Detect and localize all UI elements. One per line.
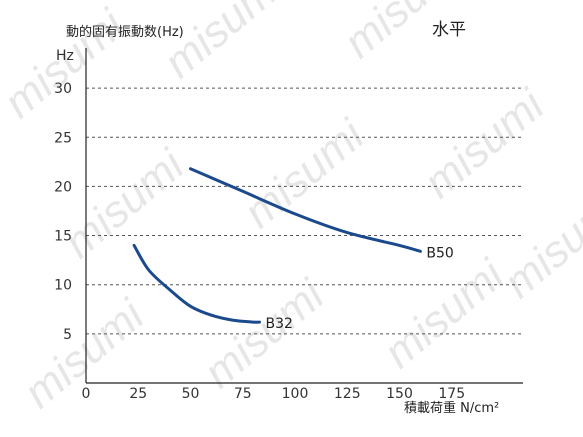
x-tick-label: 50: [182, 386, 200, 402]
x-tick-label: 150: [386, 386, 413, 402]
y-axis-unit: Hz: [56, 48, 74, 64]
watermark-text: misumi: [375, 250, 514, 378]
y-tick-label: 10: [54, 278, 72, 294]
x-tick-label: 25: [129, 386, 147, 402]
watermark-text: misumi: [195, 270, 334, 398]
series-layer: B50 B32: [132, 167, 454, 332]
y-tick-label: 5: [63, 327, 72, 343]
y-tick-label: 20: [54, 179, 72, 195]
x-tick-label: 125: [334, 386, 361, 402]
x-tick-label: 0: [82, 386, 91, 402]
x-tick-label: 100: [282, 386, 309, 402]
series-line-b32: [132, 243, 261, 324]
y-tick-label: 30: [54, 81, 72, 97]
text-layer: 動的固有振動数(Hz) 水平 Hz 積載荷重 N/cm²: [56, 20, 499, 416]
watermark-text: misumi: [415, 80, 554, 208]
y-tick-label: 15: [54, 229, 72, 245]
series-line-b50: [189, 167, 422, 253]
grid-layer: [86, 87, 523, 335]
series-label-b32: B32: [265, 316, 292, 332]
x-axis-title: 積載荷重 N/cm²: [404, 400, 499, 416]
y-tick-label: 25: [54, 130, 72, 146]
watermark-text: misumi: [155, 0, 294, 88]
x-tick-label: 175: [438, 386, 465, 402]
series-label-b50: B50: [426, 245, 453, 261]
axes-layer: 5 10 15 20 25 30 0 25 50 75 100 125 150 175: [54, 48, 523, 402]
chart-title: 水平: [432, 20, 466, 40]
y-axis-title: 動的固有振動数(Hz): [66, 24, 184, 40]
watermark-text: misumi: [55, 140, 194, 268]
x-tick-label: 75: [234, 386, 252, 402]
